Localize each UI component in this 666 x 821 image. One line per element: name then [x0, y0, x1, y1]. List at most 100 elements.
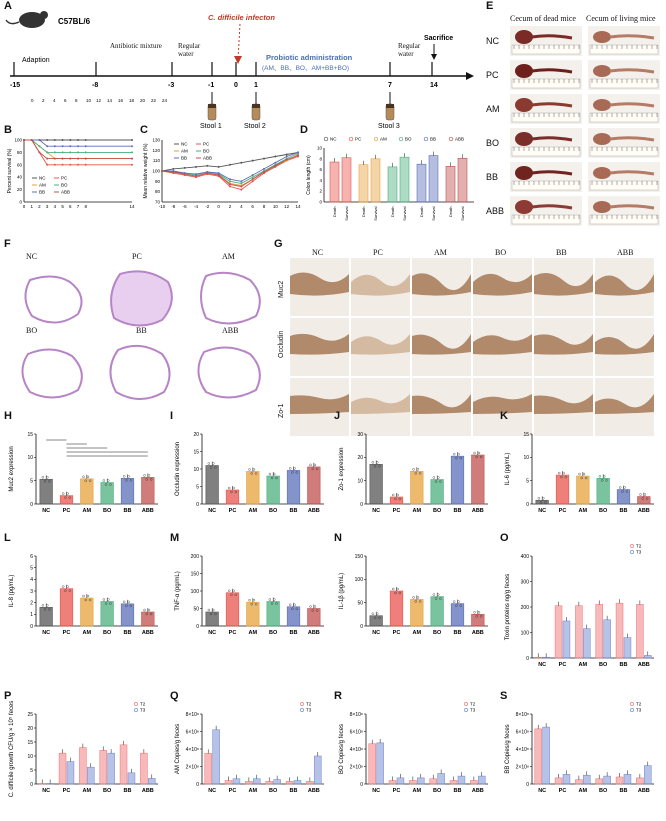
- x-tick-label: BO: [269, 630, 278, 636]
- x-tick-label: 5: [61, 204, 64, 209]
- data-point: [477, 611, 481, 614]
- svg-text:10: 10: [86, 98, 92, 103]
- data-point: [147, 608, 151, 612]
- data-point: [41, 604, 45, 607]
- cecum-photo-pair: [510, 128, 660, 158]
- panel-label-c: C: [140, 124, 148, 136]
- ihc-column-label: BO: [495, 248, 507, 257]
- cecum-row-label: BO: [486, 138, 500, 148]
- y-tick-label: 4×10⁸: [516, 747, 529, 753]
- stool-tube-1-icon: [207, 92, 217, 121]
- cecum-photo-pair: [510, 94, 660, 124]
- x-tick-label: BB: [124, 630, 132, 636]
- x-tick-label: -2: [205, 204, 209, 209]
- y-tick-label: 0: [196, 624, 199, 630]
- panel-label-r: R: [334, 690, 342, 702]
- x-tick-label: PC: [229, 508, 237, 514]
- data-point: [618, 486, 622, 489]
- bar: [449, 780, 458, 785]
- x-tick-label: ABB: [638, 788, 650, 794]
- ihc-image: [290, 258, 349, 316]
- data-point: [251, 180, 254, 183]
- bar: [307, 466, 321, 505]
- x-tick-label: 8: [263, 204, 266, 209]
- data-point: [217, 165, 220, 168]
- data-point: [373, 616, 377, 619]
- bar: [141, 477, 155, 505]
- bar: [246, 471, 260, 505]
- data-point: [254, 602, 258, 606]
- bar: [470, 780, 478, 785]
- stool-2-label: Stool 2: [244, 123, 266, 130]
- bar: [583, 774, 591, 785]
- y-tick-label: 0: [526, 782, 529, 788]
- data-point: [437, 476, 440, 479]
- bar: [273, 779, 281, 785]
- chart-l: 0 1 2 3 4 5 6 IL-8 (pg/mL) NC PC AM BO BB ABB: [9, 554, 158, 636]
- data-point: [432, 593, 436, 596]
- x-tick-label: PC: [63, 508, 71, 514]
- svg-text:2: 2: [42, 98, 45, 103]
- bar: [603, 775, 611, 785]
- y-tick-label: 4: [319, 178, 322, 183]
- data-point: [295, 471, 299, 474]
- data-point: [416, 468, 420, 471]
- y-tick-label: 400: [521, 554, 530, 560]
- panel-label-b: B: [4, 124, 12, 136]
- y-tick-label: 5: [526, 478, 529, 484]
- legend-label: BB: [430, 137, 436, 142]
- bar: [615, 602, 624, 659]
- y-tick-label: 5: [196, 484, 199, 490]
- data-point: [88, 479, 92, 483]
- y-tick-label: 10: [523, 455, 529, 461]
- bar: [205, 465, 219, 505]
- data-point: [195, 175, 197, 178]
- y-tick-label: 60: [17, 162, 23, 167]
- x-tick-label: NC: [42, 788, 50, 794]
- bar: [253, 778, 261, 785]
- y-axis-label: AM Copies/g feces: [175, 724, 181, 774]
- svg-text:4: 4: [53, 98, 56, 103]
- panel-label-l: L: [4, 532, 11, 544]
- data-point: [432, 476, 436, 479]
- panel-label-f: F: [4, 238, 11, 250]
- data-point: [459, 604, 463, 607]
- x-tick-label: PC: [393, 630, 401, 636]
- bar: [107, 752, 115, 785]
- data-point: [53, 139, 56, 141]
- data-point: [313, 463, 317, 467]
- bar: [376, 742, 384, 785]
- y-tick-label: 6: [30, 554, 33, 560]
- ihc-column-label: BB: [556, 248, 567, 257]
- bar: [644, 655, 652, 659]
- data-point: [418, 472, 422, 475]
- data-point: [251, 178, 254, 181]
- data-point: [274, 164, 277, 167]
- y-tick-label: 90: [155, 179, 161, 184]
- stool-tube-2-icon: [251, 92, 261, 121]
- svg-text:22: 22: [151, 98, 157, 103]
- data-point: [69, 163, 72, 166]
- y-tick-label: 25: [27, 712, 33, 718]
- bar: [416, 163, 427, 203]
- data-point: [293, 467, 296, 470]
- legend-label: T3: [636, 708, 642, 713]
- data-point: [228, 589, 231, 592]
- bar: [341, 157, 352, 203]
- x-tick-label: PC: [393, 788, 401, 794]
- data-point: [131, 151, 133, 154]
- data-point: [273, 598, 276, 601]
- y-tick-label: 100: [191, 589, 200, 595]
- data-point: [46, 145, 49, 148]
- data-point: [53, 163, 56, 166]
- hist-label-bb: BB: [136, 326, 147, 335]
- panel-label-o: O: [500, 532, 509, 544]
- y-tick-label: 10: [357, 478, 363, 484]
- data-point: [418, 600, 422, 603]
- bar: [293, 780, 302, 785]
- data-point: [30, 139, 33, 141]
- y-tick-label: 15: [27, 432, 33, 438]
- histology-images: [21, 270, 261, 400]
- bar: [534, 728, 542, 785]
